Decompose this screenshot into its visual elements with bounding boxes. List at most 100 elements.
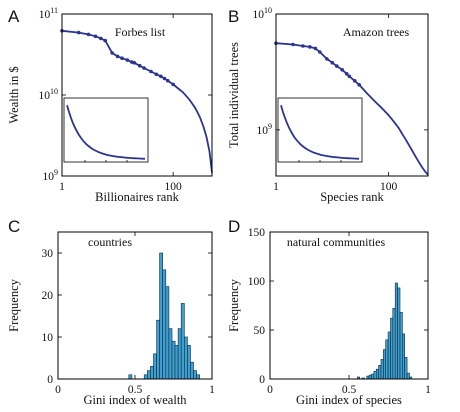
panel-letter-d: D	[228, 217, 240, 236]
data-point	[125, 58, 130, 62]
x-tick-label: 1	[425, 384, 431, 396]
forbes-plot: 1 100 109 1010 1011 Forbes list Billionaires r…	[7, 6, 213, 204]
chart-title: countries	[88, 235, 132, 249]
y-tick-label: 1011	[39, 6, 58, 21]
y-tick-label: 30	[42, 248, 54, 260]
histogram-bar	[184, 336, 188, 380]
histogram-bar	[180, 303, 185, 380]
data-point	[308, 45, 312, 49]
data-point	[162, 76, 167, 81]
histogram-bar	[150, 366, 154, 380]
data-point	[137, 63, 142, 68]
y-tick-label: 0	[259, 374, 265, 386]
data-point	[171, 82, 175, 87]
histogram-bar	[193, 370, 197, 380]
x-axis-label: Species rank	[320, 190, 384, 204]
data-point	[159, 74, 163, 79]
panel-b: B 1 100 109 1010 Amazon trees Species rank Tot…	[227, 6, 429, 204]
histogram-bar	[371, 373, 375, 380]
chart-title: natural communities	[287, 235, 386, 249]
data-point	[120, 56, 124, 60]
data-point	[313, 46, 318, 51]
x-tick-label: 0	[267, 384, 273, 396]
x-axis-label: Gini index of species	[296, 393, 402, 407]
data-point	[142, 66, 146, 70]
histogram-bar	[385, 339, 389, 380]
inset-frame	[63, 97, 149, 163]
data-point	[166, 78, 170, 83]
y-tick-label: 20	[42, 290, 54, 302]
histogram-bar	[373, 370, 377, 380]
x-tick-label: 1	[273, 181, 279, 193]
histogram-bar	[196, 374, 201, 380]
y-axis-label: Frequency	[7, 278, 21, 332]
histogram-bar	[177, 328, 182, 380]
histogram-bar	[159, 252, 164, 380]
y-tick-label: 1010	[39, 87, 59, 102]
y-tick-label: 100	[248, 276, 266, 288]
x-tick-label: 0.5	[128, 384, 143, 396]
histogram-bar	[147, 370, 151, 380]
inset-frame	[277, 97, 363, 163]
histogram-bar	[165, 286, 170, 380]
histogram-bar	[387, 331, 391, 380]
histogram-bar	[392, 308, 396, 380]
data-point	[335, 64, 339, 68]
data-point	[301, 44, 305, 48]
data-point	[86, 32, 91, 37]
y-tick-label: 0	[47, 374, 53, 386]
histogram-bar	[190, 361, 194, 380]
data-point	[149, 69, 153, 74]
y-tick-label: 109	[43, 168, 59, 183]
data-point	[318, 50, 322, 54]
panel-d: D 0 0.5 1 0 50 100 150 natural communities Gini …	[227, 217, 431, 407]
histogram-bar	[162, 269, 167, 380]
communities-histogram: 0 0.5 1 0 50 100 150 natural communities Gini in…	[227, 227, 431, 407]
histogram-bar	[394, 282, 398, 380]
data-point	[291, 42, 295, 47]
x-tick-label: 1	[209, 384, 215, 396]
y-tick-label: 1010	[253, 6, 273, 21]
x-tick-label: 1	[59, 181, 65, 193]
y-tick-label: 150	[248, 227, 266, 239]
data-point	[340, 68, 345, 72]
inset-curve	[66, 104, 146, 160]
y-axis-label: Frequency	[227, 278, 241, 332]
histogram-bar	[143, 374, 148, 380]
data-point	[110, 51, 114, 55]
x-tick-label: 0.5	[342, 384, 357, 396]
data-point	[93, 34, 98, 39]
histogram-bar	[153, 353, 157, 380]
histogram-bar	[168, 328, 173, 380]
axes-frame	[275, 13, 429, 177]
histogram-bar	[174, 345, 179, 380]
x-axis-label: Gini index of wealth	[83, 393, 187, 407]
data-point	[344, 72, 349, 76]
panel-letter-b: B	[228, 7, 239, 26]
amazon-plot: 1 100 109 1010 Amazon trees Species rank Total…	[227, 6, 429, 204]
inset-curve	[280, 104, 360, 160]
histogram-bar	[368, 374, 372, 380]
chart-title: Forbes list	[115, 25, 166, 39]
x-tick-label: 100	[380, 181, 398, 193]
histogram-bar	[187, 345, 191, 380]
data-point	[99, 36, 103, 41]
x-axis-label: Billionaires rank	[95, 190, 179, 204]
data-point	[357, 83, 362, 87]
data-point	[115, 54, 120, 59]
histogram-bar	[404, 357, 408, 380]
data-point	[103, 38, 107, 43]
histogram-bar	[156, 319, 161, 380]
data-point	[330, 60, 335, 65]
chart-title: Amazon trees	[343, 25, 410, 39]
y-axis-label: Wealth in $	[7, 66, 21, 123]
panel-letter-a: A	[8, 7, 20, 26]
panel-letter-c: C	[8, 217, 20, 236]
data-point	[154, 72, 159, 77]
data-point	[347, 74, 352, 79]
y-tick-label: 50	[254, 325, 266, 337]
x-tick-label: 100	[165, 181, 183, 193]
y-axis-label: Total individual trees	[227, 42, 241, 148]
